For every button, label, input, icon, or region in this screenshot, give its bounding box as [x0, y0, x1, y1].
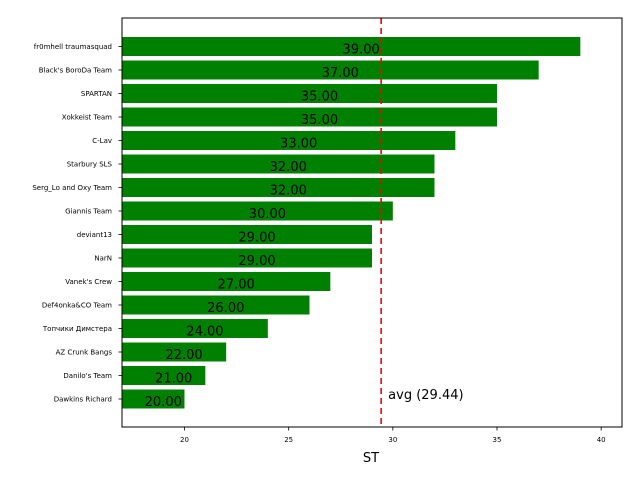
x-tick-label: 20 — [180, 436, 189, 444]
x-tick-label: 30 — [388, 436, 397, 444]
bar — [122, 389, 185, 409]
bar — [122, 37, 581, 56]
bar-value-label: 32.00 — [270, 160, 307, 175]
plot-frame — [121, 17, 623, 428]
bar — [122, 107, 497, 127]
bar-value-label: 21.00 — [155, 372, 192, 387]
bar-value-label: 26.00 — [207, 301, 244, 316]
bar — [122, 84, 497, 103]
average-line-label: avg (29.44) — [388, 388, 463, 403]
y-tick-label: SPARTAN — [81, 90, 112, 98]
y-tick-label: Giannis Team — [65, 208, 112, 216]
bar-value-label: 24.00 — [186, 325, 223, 340]
bar-value-label: 32.00 — [270, 184, 307, 199]
bar-value-label: 27.00 — [218, 278, 255, 293]
bar-value-label: 37.00 — [322, 66, 359, 81]
bar-value-label: 39.00 — [343, 43, 380, 58]
y-tick-label: fr0mhell traumasquad — [34, 43, 112, 51]
x-tick-label: 25 — [284, 436, 293, 444]
y-tick-label: NarN — [94, 255, 112, 263]
y-tick-label: Serg_Lo and Oxy Team — [32, 184, 112, 192]
bar-value-label: 20.00 — [145, 395, 182, 410]
y-tick-label: Danilo's Team — [63, 372, 112, 380]
y-tick-label: deviant13 — [77, 231, 112, 239]
bar-value-label: 29.00 — [238, 231, 275, 246]
bar — [122, 60, 539, 80]
y-tick-label: Starbury SLS — [67, 161, 113, 169]
bar — [122, 319, 268, 338]
bar-value-label: 35.00 — [301, 113, 338, 128]
bar — [122, 342, 227, 362]
bar — [122, 248, 372, 268]
y-tick-label: Dawkins Richard — [54, 396, 112, 404]
bar — [122, 154, 435, 174]
bar — [122, 178, 435, 197]
y-tick-label: AZ Crunk Bangs — [56, 349, 113, 357]
bar-value-label: 29.00 — [238, 254, 275, 269]
bar — [122, 366, 206, 385]
x-tick-label: 35 — [493, 436, 502, 444]
bar — [122, 201, 393, 221]
bar — [122, 295, 310, 315]
bar-value-label: 22.00 — [165, 348, 202, 363]
y-tick-label: Xokkeist Team — [62, 114, 112, 122]
bar — [122, 272, 331, 291]
y-tick-label: C-Lav — [92, 137, 112, 145]
y-tick-label: Def4onka&CO Team — [42, 302, 112, 310]
y-tick-label: Vanek's Crew — [65, 278, 112, 286]
y-tick-label: Топчики Димстера — [42, 325, 112, 333]
bar-value-label: 33.00 — [280, 137, 317, 152]
y-tick-label: Black's BoroDa Team — [39, 67, 112, 75]
x-tick-label: 40 — [597, 436, 606, 444]
x-axis-label: ST — [363, 451, 379, 466]
bar-value-label: 30.00 — [249, 207, 286, 222]
bar — [122, 131, 456, 150]
bar-value-label: 35.00 — [301, 90, 338, 105]
bar — [122, 225, 372, 244]
